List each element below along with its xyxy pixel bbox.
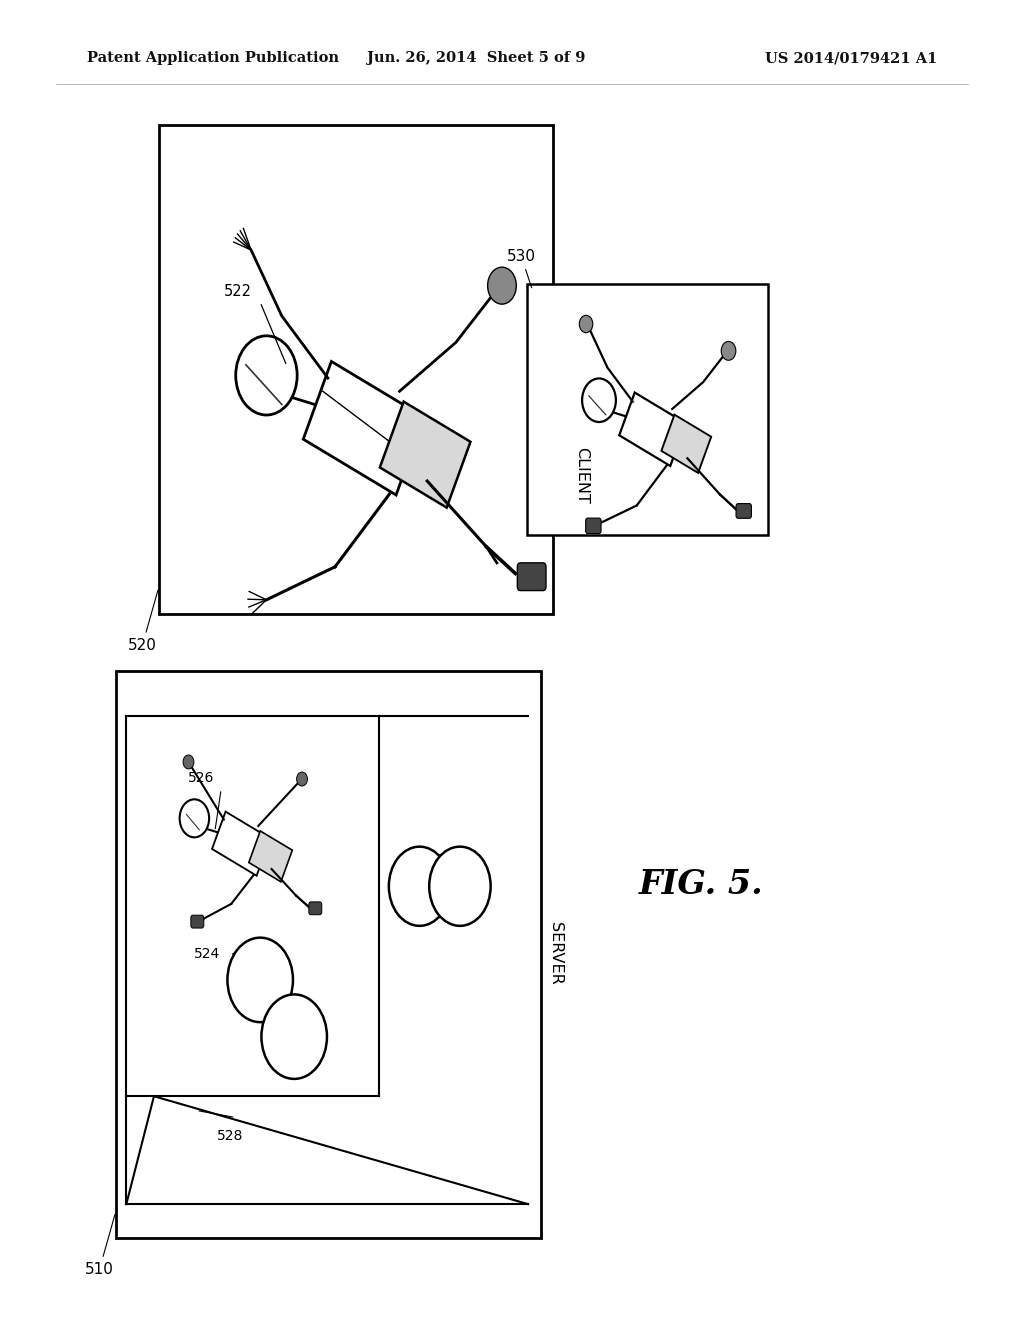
Circle shape bbox=[227, 937, 293, 1022]
Polygon shape bbox=[620, 392, 686, 466]
Text: FIG. 5.: FIG. 5. bbox=[639, 869, 764, 900]
Text: 526: 526 bbox=[187, 771, 214, 785]
Circle shape bbox=[582, 379, 615, 422]
Polygon shape bbox=[249, 830, 292, 882]
Text: Patent Application Publication: Patent Application Publication bbox=[87, 51, 339, 65]
FancyBboxPatch shape bbox=[517, 562, 546, 590]
Circle shape bbox=[261, 994, 327, 1078]
Circle shape bbox=[236, 335, 297, 414]
Circle shape bbox=[179, 800, 209, 837]
Text: 528: 528 bbox=[217, 1129, 244, 1143]
Text: US 2014/0179421 A1: US 2014/0179421 A1 bbox=[765, 51, 937, 65]
Circle shape bbox=[580, 315, 593, 333]
Text: CLIENT: CLIENT bbox=[574, 446, 589, 504]
Text: 530: 530 bbox=[507, 249, 536, 288]
Circle shape bbox=[487, 267, 516, 304]
FancyBboxPatch shape bbox=[736, 504, 752, 519]
Polygon shape bbox=[380, 401, 470, 508]
Polygon shape bbox=[303, 362, 424, 495]
Circle shape bbox=[429, 846, 490, 925]
FancyBboxPatch shape bbox=[190, 915, 204, 928]
FancyBboxPatch shape bbox=[309, 902, 322, 915]
Polygon shape bbox=[662, 414, 712, 473]
Text: 522: 522 bbox=[223, 284, 252, 298]
Circle shape bbox=[389, 846, 451, 925]
Text: 510: 510 bbox=[85, 1214, 115, 1276]
Bar bbox=[159, 125, 553, 614]
Circle shape bbox=[183, 755, 194, 770]
Circle shape bbox=[721, 342, 736, 360]
Bar bbox=[527, 284, 768, 535]
Text: Jun. 26, 2014  Sheet 5 of 9: Jun. 26, 2014 Sheet 5 of 9 bbox=[367, 51, 586, 65]
FancyBboxPatch shape bbox=[586, 517, 601, 533]
Text: 520: 520 bbox=[128, 590, 158, 652]
Polygon shape bbox=[212, 812, 270, 875]
Circle shape bbox=[297, 772, 307, 785]
Text: 524: 524 bbox=[194, 948, 220, 961]
Text: SERVER: SERVER bbox=[548, 921, 562, 985]
Bar bbox=[116, 671, 541, 1238]
